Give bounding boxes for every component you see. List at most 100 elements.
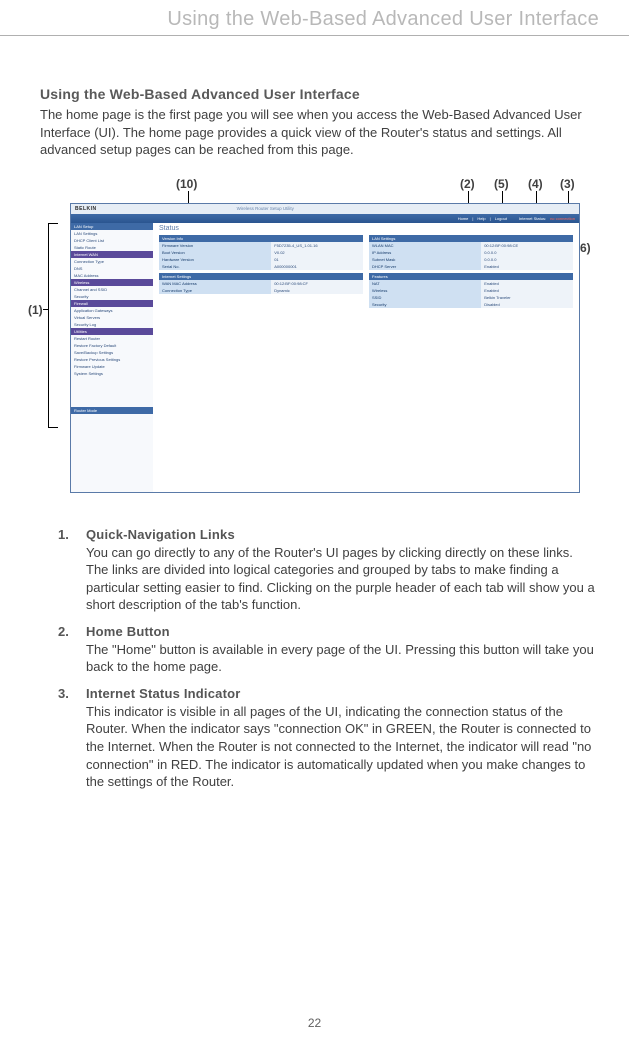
panel-row-key: Wireless [369,287,481,294]
sidebar-item[interactable]: Virtual Servers [71,314,153,321]
nav-home[interactable]: Home [458,216,469,221]
panel-row-key: SSID [369,294,481,301]
sidebar-group-head[interactable]: Utilities [71,328,153,335]
panel-row: Connection TypeDynamic [159,287,363,294]
panel-row: WAN MAC Address00:12:BF:00:98:CF [159,280,363,287]
list-item-body: Home Button The "Home" button is availabl… [86,624,595,676]
list-item-text: The "Home" button is available in every … [86,641,595,676]
panel-row-key: Security [369,301,481,308]
panel-features: FeaturesNATEnabledWirelessEnabledSSIDBel… [369,273,573,308]
panel-row: Boot VersionV0.02 [159,249,363,256]
panel-row-value: Enabled [481,263,573,270]
panel-row: Subnet Mask0.0.0.0 [369,256,573,263]
list-item-title: Quick-Navigation Links [86,527,595,542]
router-ui-figure: (10) (2) (5) (4) (3) (1) (6) (8) (7) (9) [28,173,588,503]
list-item: 1.Quick-Navigation LinksYou can go direc… [58,527,595,614]
sidebar-item[interactable]: Restart Router [71,335,153,342]
list-item: 3.Internet Status Indicator This indicato… [58,686,595,791]
sidebar-item[interactable]: Restore Factory Default [71,342,153,349]
panel-row: NATEnabled [369,280,573,287]
sidebar-item[interactable]: DNS [71,265,153,272]
panel-row-value: 0.0.0.0 [481,256,573,263]
callout-2: (2) [460,177,475,191]
ui-product-title: Wireless Router Setup Utility [237,206,294,211]
nav-logout[interactable]: Logout [495,216,507,221]
callout-5: (5) [494,177,509,191]
sidebar-item[interactable]: Channel and SSID [71,286,153,293]
sidebar-item[interactable]: LAN Settings [71,230,153,237]
panel-row-key: WLAN MAC [369,242,481,249]
panel-lan-settings-head: LAN Settings [369,235,573,242]
sidebar-group-head[interactable]: Internet WAN [71,251,153,258]
panel-row-value: F5D7235-4_US_1.01.16 [271,242,363,249]
panel-row-value: V0.02 [271,249,363,256]
list-item-number: 1. [58,527,86,614]
list-item-number: 2. [58,624,86,676]
sidebar-router-mode[interactable]: Router Mode [71,407,153,414]
ui-navbar: Home | Help | Logout Internet Status: no… [71,214,579,223]
sidebar-item[interactable]: Save/Backup Settings [71,349,153,356]
callout-3: (3) [560,177,575,191]
panel-row: Firmware VersionF5D7235-4_US_1.01.16 [159,242,363,249]
panel-row-key: Boot Version [159,249,271,256]
panel-row-key: Connection Type [159,287,271,294]
panel-row: IP Address0.0.0.0 [369,249,573,256]
sidebar-item[interactable]: Connection Type [71,258,153,265]
panel-row-value: Dynamic [271,287,363,294]
callout-1: (1) [28,303,43,317]
intro-text: The home page is the first page you will… [40,106,599,159]
panel-version-info-head: Version Info [159,235,363,242]
list-item-number: 3. [58,686,86,791]
sidebar-item[interactable]: Static Route [71,244,153,251]
page-number: 22 [308,1016,321,1030]
panel-row-key: Serial No. [159,263,271,270]
panel-internet-settings: Internet SettingsWAN MAC Address00:12:BF… [159,273,363,294]
sidebar-group-head[interactable]: LAN Setup [71,223,153,230]
panel-row-value: Disabled [481,301,573,308]
panel-row-key: NAT [369,280,481,287]
callout-10: (10) [176,177,197,191]
sidebar-item[interactable]: DHCP Client List [71,237,153,244]
nav-status-value: no connection [550,216,575,221]
sidebar-item[interactable]: MAC Address [71,272,153,279]
panel-row: WLAN MAC00:12:BF:00:98:CE [369,242,573,249]
ui-brand: BELKIN [75,206,97,212]
sidebar-item[interactable]: Security Log [71,321,153,328]
panel-row-value: Belkin Traveler [481,294,573,301]
nav-status-label: Internet Status: [519,216,546,221]
page-content: Using the Web-Based Advanced User Interf… [0,36,629,791]
panel-lan-settings: LAN SettingsWLAN MAC00:12:BF:00:98:CEIP … [369,235,573,270]
panel-row-value: 0.0.0.0 [481,249,573,256]
feature-list: 1.Quick-Navigation LinksYou can go direc… [40,527,599,791]
panel-row-value: 00:12:BF:00:98:CF [271,280,363,287]
panel-row-value: Enabled [481,287,573,294]
ui-main: Status Version InfoFirmware VersionF5D72… [153,223,579,492]
list-item-text: This indicator is visible in all pages o… [86,703,595,791]
sidebar-item[interactable]: System Settings [71,370,153,377]
sidebar-item[interactable]: Restore Previous Settings [71,356,153,363]
list-item-title: Home Button [86,624,595,639]
panel-version-info: Version InfoFirmware VersionF5D7235-4_US… [159,235,363,270]
panel-row-value: 00:12:BF:00:98:CE [481,242,573,249]
nav-help[interactable]: Help [477,216,485,221]
sidebar-item[interactable]: Security [71,293,153,300]
sidebar-item[interactable]: Application Gateways [71,307,153,314]
panel-row-key: Hardware Version [159,256,271,263]
section-title: Using the Web-Based Advanced User Interf… [40,86,599,102]
ui-status-title: Status [159,225,573,232]
panel-row: DHCP ServerEnabled [369,263,573,270]
panel-row: SSIDBelkin Traveler [369,294,573,301]
sidebar-group-head[interactable]: Wireless [71,279,153,286]
list-item: 2.Home Button The "Home" button is availa… [58,624,595,676]
panel-features-head: Features [369,273,573,280]
sidebar-item[interactable]: Firmware Update [71,363,153,370]
router-ui-screenshot: BELKIN Wireless Router Setup Utility Hom… [70,203,580,493]
list-item-title: Internet Status Indicator [86,686,595,701]
panel-row: SecurityDisabled [369,301,573,308]
list-item-body: Quick-Navigation LinksYou can go directl… [86,527,595,614]
panel-row-key: WAN MAC Address [159,280,271,287]
panel-row-value: Enabled [481,280,573,287]
panel-row: Serial No.A000000001 [159,263,363,270]
sidebar-group-head[interactable]: Firewall [71,300,153,307]
panel-row: WirelessEnabled [369,287,573,294]
